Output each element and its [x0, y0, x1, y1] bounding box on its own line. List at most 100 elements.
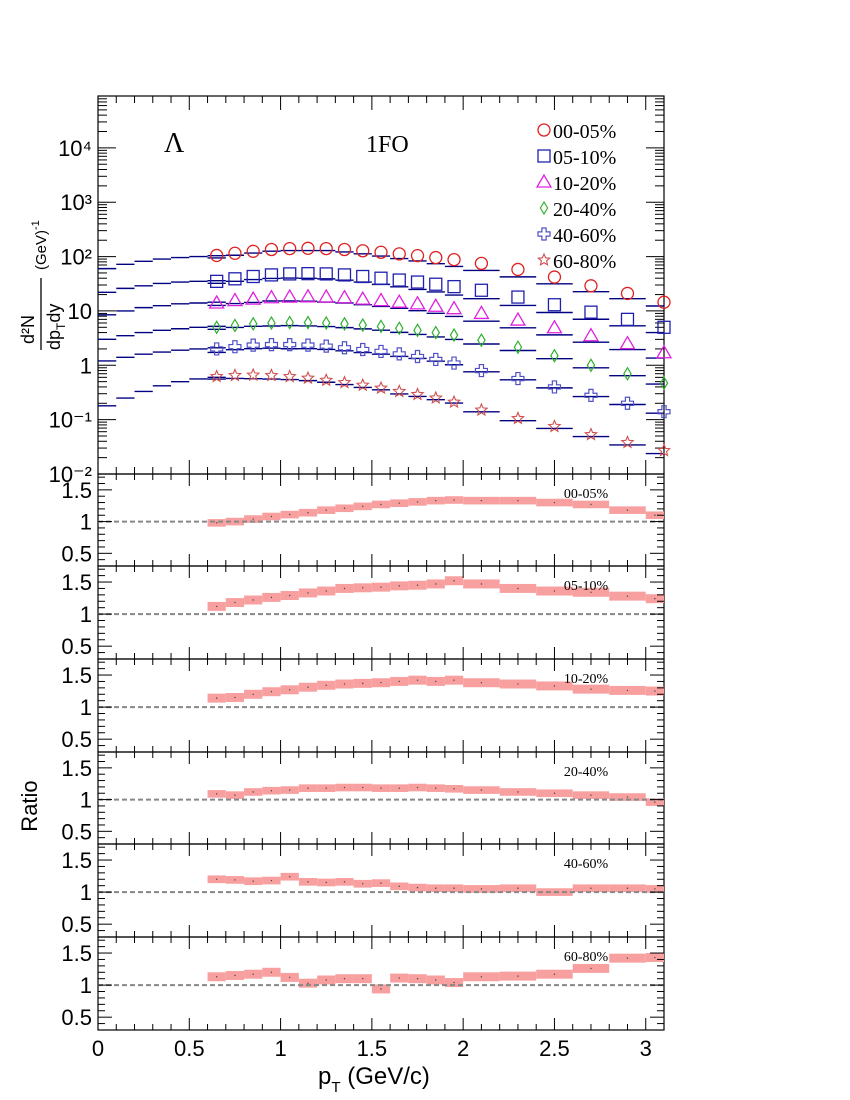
ratio-point	[307, 686, 309, 688]
ratio-point	[626, 887, 629, 889]
ratio-point	[234, 601, 236, 604]
data-point-20-40%	[321, 315, 331, 331]
data-point-00-05%	[210, 248, 224, 263]
ratio-panel-label: 40-60%	[564, 857, 609, 872]
legend-marker-60-80%	[536, 252, 552, 267]
ratio-point	[325, 509, 327, 511]
data-point-05-10%	[474, 283, 489, 297]
data-point-40-60%	[228, 340, 242, 354]
ratio-point	[398, 885, 400, 888]
data-point-60-80%	[656, 443, 672, 457]
data-point-60-80%	[392, 384, 407, 398]
ratio-point	[289, 689, 291, 691]
y-label-den-sub: T	[54, 322, 68, 330]
spectra-y-tick-label: 10	[68, 299, 92, 324]
ratio-point	[270, 790, 273, 792]
ratio-point	[435, 979, 437, 981]
ratio-point	[252, 518, 254, 520]
ratio-point	[553, 501, 556, 504]
data-point-10-20%	[391, 293, 408, 308]
ratio-point	[325, 979, 327, 981]
ratio-point	[362, 505, 364, 508]
spectra-y-tick-label: 10³	[60, 190, 92, 215]
ratio-point	[416, 886, 419, 889]
spectra-y-tick-label: 10⁻²	[49, 462, 92, 487]
ratio-point	[270, 971, 273, 973]
data-point-20-40%	[248, 316, 258, 331]
ratio-point	[215, 793, 218, 795]
data-point-00-05%	[301, 241, 315, 255]
data-point-05-10%	[246, 269, 260, 284]
data-point-40-60%	[547, 380, 562, 394]
data-point-00-05%	[283, 241, 297, 256]
ratio-panel-20-40%: 0.5 1 1.5 20-40%	[61, 751, 665, 845]
ratio-point	[480, 976, 483, 978]
ratio-point	[380, 586, 382, 588]
ratio-point	[343, 786, 346, 789]
ratio-y-tick-label: 1.5	[61, 663, 92, 688]
ratio-point	[380, 682, 382, 684]
ratio-point	[307, 512, 309, 514]
ratio-y-tick-label: 0.5	[61, 634, 92, 659]
x-tick-label: 0.5	[174, 1036, 205, 1061]
data-point-20-40%	[212, 320, 221, 335]
legend-entry: 40-60%	[553, 225, 616, 247]
data-point-60-80%	[428, 390, 443, 405]
data-point-10-20%	[655, 344, 673, 359]
ratio-y-tick-label: 1.5	[61, 941, 92, 966]
data-point-40-60%	[392, 347, 406, 361]
ratio-point	[517, 499, 519, 502]
ratio-y-tick-label: 1	[80, 973, 92, 998]
ratio-point	[325, 684, 327, 686]
ratio-panel-05-10%: 0.5 1 1.5 05-10%	[61, 565, 665, 660]
x-tick-label: 1	[274, 1036, 286, 1061]
ratio-point	[289, 789, 291, 791]
x-axis-label: pT (GeV/c)	[318, 1063, 430, 1096]
ratio-point	[517, 683, 519, 685]
data-point-40-60%	[210, 342, 224, 356]
x-tick-label: 3	[640, 1036, 652, 1061]
data-point-60-80%	[282, 369, 297, 383]
data-point-00-05%	[410, 249, 425, 263]
data-point-00-05%	[392, 247, 406, 261]
ratio-point	[654, 598, 656, 600]
data-point-40-60%	[301, 338, 315, 352]
data-point-10-20%	[582, 327, 600, 342]
ratio-point	[416, 501, 419, 503]
legend-marker-05-10%	[537, 149, 551, 163]
ratio-point	[416, 584, 419, 586]
y-label-unit-text: (GeV)	[33, 230, 50, 270]
ratio-point	[215, 878, 218, 880]
ratio-panel-label: 10-20%	[564, 672, 609, 687]
ratio-point	[215, 976, 218, 978]
ratio-point	[289, 513, 291, 516]
ratio-point	[626, 689, 629, 692]
data-point-40-60%	[337, 341, 352, 355]
data-point-20-40%	[586, 358, 596, 373]
ratio-point	[398, 680, 400, 683]
data-point-60-80%	[510, 411, 526, 425]
data-point-40-60%	[410, 349, 425, 364]
data-point-60-80%	[319, 372, 334, 387]
data-point-40-60%	[319, 339, 333, 353]
ratio-point	[380, 787, 382, 789]
data-point-60-80%	[583, 427, 599, 441]
data-point-60-80%	[209, 369, 224, 383]
ratio-point	[480, 682, 483, 684]
data-point-40-60%	[283, 338, 297, 352]
spectra-y-tick-label: 1	[80, 353, 92, 378]
data-point-20-40%	[267, 315, 276, 331]
data-point-00-05%	[264, 242, 279, 257]
ratio-point	[343, 587, 346, 590]
data-point-40-60%	[657, 405, 671, 419]
data-point-05-10%	[657, 320, 671, 334]
data-point-10-20%	[354, 290, 371, 305]
data-point-20-40%	[340, 316, 349, 331]
data-point-40-60%	[356, 342, 370, 357]
legend-marker-40-60%	[537, 227, 551, 241]
ratio-point	[480, 789, 483, 791]
ratio-panel-60-80%: 0.5 1 1.5 60-80%	[61, 936, 665, 1031]
data-point-05-10%	[319, 267, 333, 281]
